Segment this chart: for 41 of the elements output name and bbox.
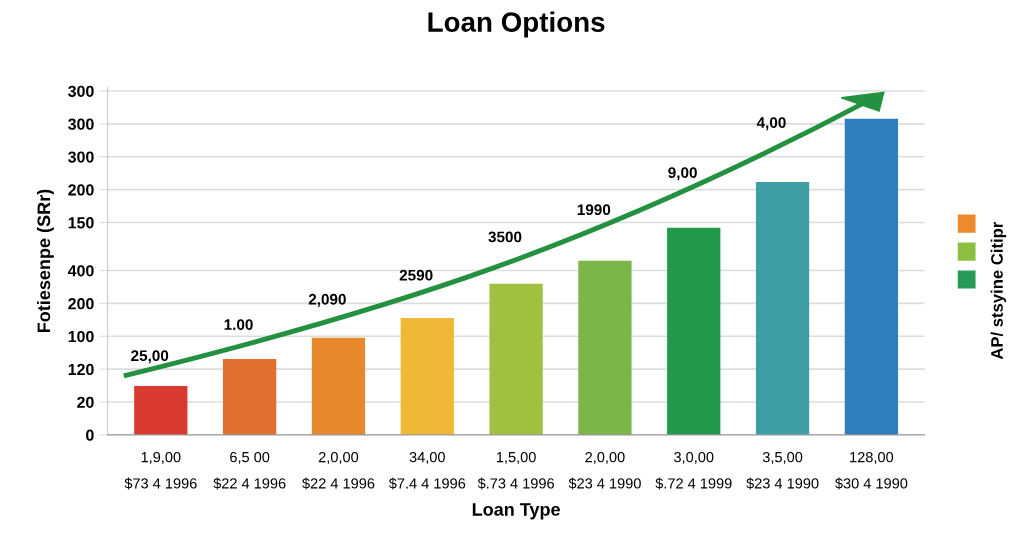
text: 20 (77, 396, 94, 408)
y-axis-title: Fotiesenpe (SRr) (36, 189, 54, 333)
annotation: 2,090 (308, 293, 346, 307)
text: 200 (68, 184, 94, 196)
annotation: 25,00 (131, 350, 169, 364)
text: 0 (86, 429, 94, 441)
x-tick-label: 3,0,00 $.72 4 1999 (655, 451, 732, 490)
bar (844, 118, 899, 435)
x-tick-label: 128,00 $30 4 1990 (835, 451, 908, 490)
x-tick-label: 1,5,00 $.73 4 1996 (477, 451, 554, 490)
text: 300 (68, 151, 94, 163)
text: 150 (68, 217, 94, 229)
x-axis-title: Loan Type (472, 503, 560, 520)
x-tick-label: 2,0,00 $23 4 1990 (568, 451, 641, 490)
bar (222, 359, 277, 435)
chart-title: Loan Options (428, 11, 605, 38)
annotation: 2590 (399, 269, 433, 281)
x-tick-label: 3,5,00 $23 4 1990 (746, 451, 819, 490)
bar (578, 260, 632, 435)
bar (134, 385, 188, 435)
text: 400 (67, 265, 94, 277)
annotation: 3500 (488, 231, 522, 243)
text: 100 (68, 330, 94, 343)
text: 200 (68, 298, 94, 310)
bar (311, 337, 366, 435)
text: 300 (68, 118, 94, 130)
bar (489, 283, 543, 435)
bar (755, 182, 810, 435)
bar (667, 227, 721, 435)
annotation: 1.00 (224, 319, 253, 331)
text: AP/ stsyine Citipr (990, 221, 1007, 360)
bar (400, 317, 454, 435)
text: 120 (68, 363, 94, 376)
x-tick-label: 2,0,00 $22 4 1996 (302, 451, 375, 490)
annotation: 1990 (577, 204, 611, 216)
x-tick-label: 34,00 $7.4 4 1996 (388, 451, 466, 490)
text: 300 (68, 85, 94, 97)
x-tick-label: 1,9,00 $73 4 1996 (124, 451, 197, 490)
annotation: 9,00 (668, 167, 697, 181)
x-tick-label: 6,5 00 $22 4 1996 (213, 451, 286, 490)
annotation: 4,00 (756, 117, 786, 131)
